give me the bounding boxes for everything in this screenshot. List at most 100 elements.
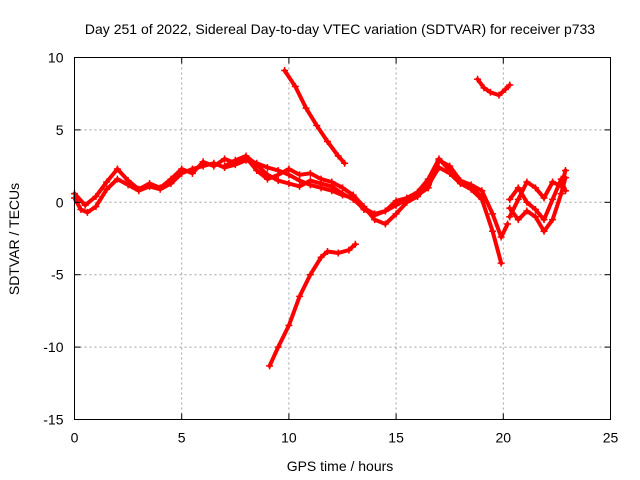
data-point [92,203,100,211]
data-point [489,210,497,218]
data-point [531,213,539,221]
series-track-8 [507,175,568,234]
data-point [514,195,522,203]
data-point [506,213,514,221]
data-point [285,165,293,173]
data-point [486,88,494,96]
data-point [435,155,443,163]
data-point [135,185,143,193]
x-tick-label: 5 [178,430,186,446]
data-point [561,187,569,195]
series-track-4 [282,68,347,166]
data-point [424,175,432,183]
data-point [285,179,293,187]
data-point [480,84,488,92]
data-point [489,227,497,235]
data-point [242,152,250,160]
data-point [474,75,482,83]
data-point [506,204,514,212]
data-point [371,210,379,218]
data-point [124,177,132,185]
data-point [231,156,239,164]
data-point [467,184,475,192]
data-point [188,169,196,177]
data-point [296,182,304,190]
data-point [561,174,569,182]
data-point [323,248,331,256]
data-point [302,104,310,112]
data-point [495,91,503,99]
y-tick-label: -5 [51,267,64,283]
data-point [306,169,314,177]
data-point [540,216,548,224]
data-point [274,343,282,351]
data-point [285,321,293,329]
x-tick-label: 15 [388,430,404,446]
chart-title: Day 251 of 2022, Sidereal Day-to-day VTE… [85,21,595,37]
data-point [77,206,85,214]
data-point [557,190,565,198]
data-point [83,208,91,216]
data-point [103,178,111,186]
data-point [561,166,569,174]
data-point [81,201,89,209]
y-tick-label: -10 [43,339,63,355]
data-point [167,175,175,183]
data-point [531,184,539,192]
data-point [540,227,548,235]
data-point [339,190,346,198]
plot-frame [74,57,611,420]
data-point [497,233,505,241]
series-track-9 [507,177,568,222]
data-point [456,178,464,186]
data-point [501,85,509,93]
data-point [540,194,548,202]
data-point [263,171,271,179]
data-point [549,195,557,203]
data-point [478,193,486,201]
x-tick-label: 0 [71,430,79,446]
data-point [253,161,261,169]
y-tick-label: 5 [56,122,64,138]
gridlines [74,57,611,420]
data-point [146,179,154,187]
data-point [178,165,186,173]
data-point [323,137,331,145]
data-point [317,179,325,187]
data-point [549,216,557,224]
data-point [549,178,557,186]
y-axis-label: SDTVAR / TECUs [6,183,22,295]
data-point [523,178,531,186]
axis-ticks: 0 5 10 15 20 25 -15 -10 -5 0 5 10 [43,50,618,446]
data-point [504,220,512,228]
data-point [306,177,314,185]
data-point [341,159,349,167]
data-point [334,152,342,160]
data-point [199,158,207,166]
data-point [381,207,389,215]
data-series [71,67,569,370]
data-point [313,122,321,130]
y-tick-label: 10 [48,50,64,66]
data-point [514,216,522,224]
data-point [221,162,229,170]
x-tick-label: 20 [496,430,512,446]
data-point [403,194,411,202]
y-tick-label: 0 [56,194,64,210]
data-point [334,249,342,257]
data-point [506,195,514,203]
data-point [296,292,304,300]
data-point [103,185,111,193]
data-point [274,177,282,185]
data-point [291,82,299,90]
data-point [446,166,454,174]
y-tick-label: -15 [43,412,63,428]
x-tick-label: 25 [603,430,619,446]
x-axis-label: GPS time / hours [287,458,394,474]
x-tick-label: 10 [281,430,297,446]
data-point [349,195,357,203]
data-point [92,193,100,201]
data-point [381,220,389,228]
data-point [210,162,218,170]
data-point [523,198,531,206]
